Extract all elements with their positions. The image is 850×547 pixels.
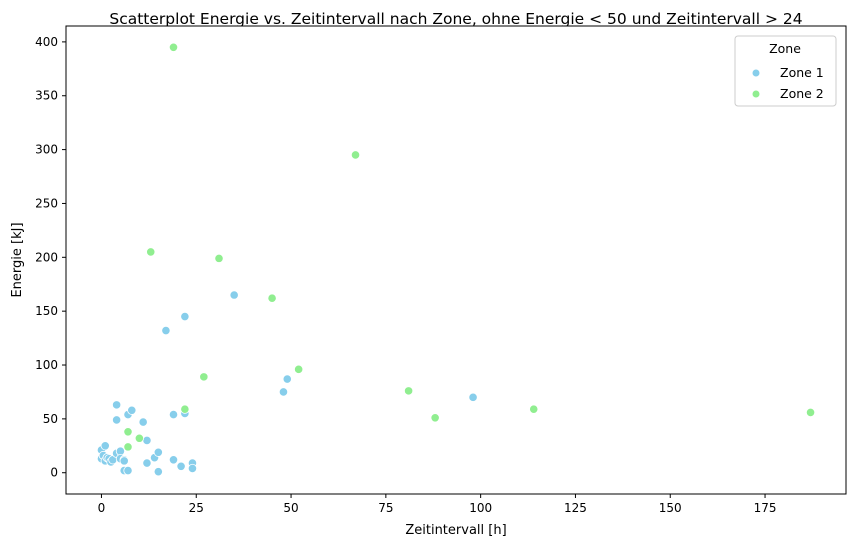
data-point-zone-2 (168, 42, 179, 52)
y-tick-label: 400 (35, 35, 58, 49)
x-tick-label: 125 (564, 501, 587, 515)
data-point-zone-1 (282, 374, 292, 384)
y-tick-label: 150 (35, 304, 58, 318)
x-tick-label: 0 (98, 501, 106, 515)
data-point-zone-2 (180, 404, 190, 414)
chart-title: Scatterplot Energie vs. Zeitintervall na… (109, 10, 802, 28)
x-axis-label: Zeitintervall [h] (405, 523, 506, 538)
x-axis: 0 25 50 75 100 125 150 175 (98, 494, 777, 515)
data-point-zone-2 (146, 247, 156, 257)
legend-label-zone-2: Zone 2 (780, 86, 824, 101)
x-tick-label: 50 (283, 501, 298, 515)
legend: Zone Zone 1 Zone 2 (734, 35, 837, 107)
legend-marker-zone-2 (751, 89, 761, 99)
data-point-zone-2 (123, 427, 133, 437)
data-point-zone-1 (112, 400, 122, 410)
y-tick-label: 350 (35, 89, 58, 103)
x-tick-label: 100 (469, 501, 492, 515)
data-point-zone-2 (199, 372, 209, 382)
data-point-zone-1 (100, 441, 110, 451)
legend-label-zone-1: Zone 1 (780, 65, 824, 80)
data-point-zone-1 (187, 463, 198, 474)
legend-frame (734, 35, 837, 107)
data-point-zone-1 (153, 447, 163, 457)
y-tick-label: 200 (35, 250, 58, 264)
y-axis-label: Energie [kJ] (10, 222, 25, 297)
data-point-zone-1 (138, 417, 148, 427)
data-point-zone-1 (168, 409, 179, 420)
x-tick-label: 175 (754, 501, 777, 515)
data-point-zone-1 (161, 325, 171, 336)
legend-marker-zone-1 (751, 68, 761, 78)
y-axis: 0 50 100 150 200 250 300 350 400 (35, 35, 66, 480)
data-point-zone-1 (168, 455, 179, 465)
y-tick-label: 0 (50, 466, 58, 480)
data-point-zone-1 (112, 415, 122, 425)
data-point-zone-2 (529, 404, 539, 414)
data-point-zone-2 (430, 413, 440, 423)
data-point-zone-1 (278, 387, 289, 397)
data-point-zone-2 (350, 150, 361, 160)
data-point-zone-1 (142, 435, 152, 446)
y-tick-label: 300 (35, 143, 58, 157)
data-point-zone-1 (153, 467, 163, 477)
legend-title: Zone (769, 41, 801, 56)
x-tick-label: 150 (659, 501, 682, 515)
data-point-zone-1 (142, 458, 152, 468)
plot-area (65, 25, 847, 495)
y-tick-label: 100 (35, 358, 58, 372)
data-point-zone-1 (180, 311, 190, 322)
x-tick-label: 25 (189, 501, 204, 515)
data-point-zone-1 (119, 456, 129, 466)
y-tick-label: 50 (43, 412, 58, 426)
data-point-zone-2 (214, 253, 224, 263)
y-tick-label: 250 (35, 196, 58, 210)
data-points (96, 42, 816, 477)
data-point-zone-1 (468, 392, 478, 402)
data-point-zone-2 (404, 386, 414, 396)
data-point-zone-2 (267, 293, 277, 303)
data-point-zone-2 (294, 364, 304, 374)
data-point-zone-2 (123, 442, 133, 452)
data-point-zone-1 (123, 465, 133, 476)
data-point-zone-2 (805, 407, 816, 418)
data-point-zone-1 (127, 405, 137, 415)
x-tick-label: 75 (378, 501, 393, 515)
data-point-zone-1 (176, 461, 186, 471)
data-point-zone-2 (134, 433, 144, 443)
data-point-zone-1 (229, 290, 239, 300)
